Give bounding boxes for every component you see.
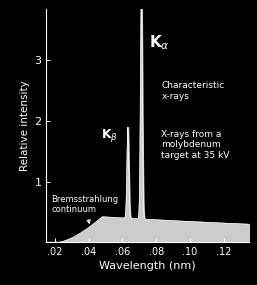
Text: X-rays from a
molybdenum
target at 35 kV: X-rays from a molybdenum target at 35 kV [161, 130, 230, 160]
X-axis label: Wavelength (nm): Wavelength (nm) [99, 261, 196, 271]
Y-axis label: Relative intensity: Relative intensity [20, 80, 30, 171]
Text: K$_\beta$: K$_\beta$ [101, 127, 118, 144]
Text: Characteristic
x-rays: Characteristic x-rays [161, 82, 225, 101]
Text: K$_\alpha$: K$_\alpha$ [150, 33, 170, 52]
Text: Bremsstrahlung
continuum: Bremsstrahlung continuum [51, 195, 118, 223]
